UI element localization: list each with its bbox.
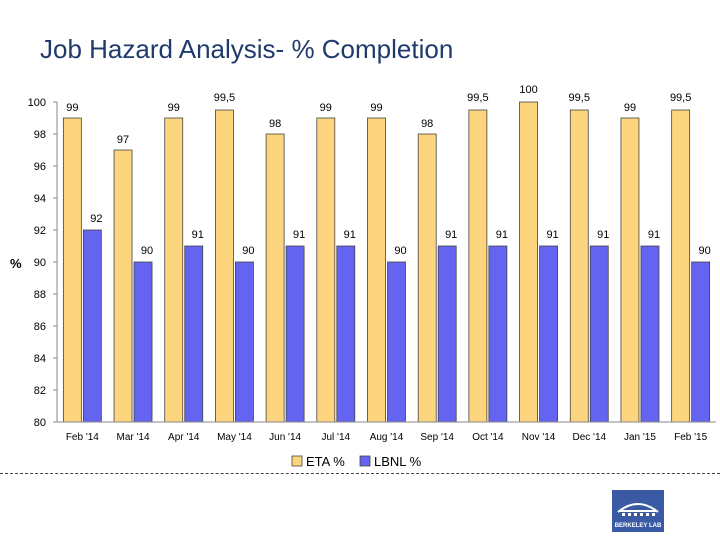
x-tick-label: May '14 — [217, 432, 252, 443]
y-tick-label: 88 — [34, 289, 46, 301]
bar-eta — [62, 117, 82, 423]
logo-text: BERKELEY LAB — [614, 523, 662, 529]
data-label-eta: 99,5 — [670, 92, 691, 104]
data-label-eta: 99 — [370, 102, 382, 114]
x-tick-label: Jun '14 — [269, 432, 301, 443]
data-label-lbnl: 90 — [394, 245, 406, 257]
bar-eta — [417, 133, 437, 423]
y-tick-label: 82 — [34, 385, 46, 397]
data-label-lbnl: 92 — [90, 213, 102, 225]
data-label-lbnl: 91 — [496, 229, 508, 241]
x-tick-label: Oct '14 — [472, 432, 504, 443]
y-tick-label: 100 — [28, 97, 46, 109]
legend-swatch-lbnl — [359, 455, 371, 467]
bar-eta — [265, 133, 285, 423]
data-label-lbnl: 91 — [648, 229, 660, 241]
y-tick-label: 98 — [34, 129, 46, 141]
data-label-eta: 100 — [519, 84, 537, 96]
bar-chart: 99 92 97 90 99 91 99,5 90 98 91 99 91 99 90 98 91 99,5 91… — [10, 84, 716, 469]
legend-label-lbnl: LBNL % — [374, 454, 422, 469]
y-axis-label: % — [10, 256, 22, 271]
data-label-lbnl: 91 — [546, 229, 558, 241]
bar-lbnl — [184, 245, 204, 423]
y-tick-label: 94 — [34, 193, 46, 205]
bar-lbnl — [539, 245, 558, 423]
berkeley-lab-logo: BERKELEY LAB — [612, 490, 664, 532]
y-tick-label: 90 — [34, 257, 46, 269]
data-label-lbnl: 91 — [597, 229, 609, 241]
bar-lbnl — [437, 245, 457, 423]
x-tick-label: Mar '14 — [117, 432, 150, 443]
bar-eta — [468, 109, 488, 423]
data-label-lbnl: 91 — [192, 229, 204, 241]
legend-swatch-eta — [291, 455, 303, 467]
x-tick-label: Sep '14 — [420, 432, 454, 443]
y-tick-label: 84 — [34, 353, 46, 365]
x-tick-label: Feb '15 — [674, 432, 707, 443]
data-label-eta: 99 — [320, 102, 332, 114]
bar-lbnl — [336, 245, 356, 423]
bar-lbnl — [640, 245, 660, 423]
data-label-lbnl: 91 — [293, 229, 305, 241]
building-icon — [617, 503, 659, 516]
bar-eta — [367, 117, 386, 423]
bar-eta — [519, 101, 538, 423]
x-tick-label: Dec '14 — [572, 432, 606, 443]
data-label-lbnl: 91 — [344, 229, 356, 241]
y-tick-label: 96 — [34, 161, 46, 173]
bar-eta — [620, 117, 640, 423]
chart-title: Job Hazard Analysis- % Completion — [40, 34, 454, 64]
bar-eta — [164, 117, 184, 423]
data-label-eta: 99 — [66, 102, 78, 114]
data-label-eta: 99,5 — [569, 92, 590, 104]
footer-divider — [0, 473, 720, 474]
bar-eta — [671, 109, 691, 423]
x-tick-label: Aug '14 — [370, 432, 404, 443]
y-tick-label: 92 — [34, 225, 46, 237]
bar-eta — [215, 109, 234, 423]
bar-lbnl — [589, 245, 609, 423]
x-tick-label: Apr '14 — [168, 432, 200, 443]
data-label-lbnl: 91 — [445, 229, 457, 241]
bar-lbnl — [82, 229, 102, 423]
bar-eta — [113, 149, 133, 423]
bar-lbnl — [488, 245, 508, 423]
y-tick-label: 86 — [34, 321, 46, 333]
x-tick-label: Nov '14 — [522, 432, 556, 443]
data-label-lbnl: 90 — [141, 245, 153, 257]
bar-eta — [316, 117, 336, 423]
data-label-eta: 97 — [117, 134, 129, 146]
bar-lbnl — [285, 245, 305, 423]
bar-lbnl — [387, 261, 406, 423]
data-label-eta: 99 — [624, 102, 636, 114]
bar-eta — [569, 109, 589, 423]
x-tick-label: Jul '14 — [322, 432, 351, 443]
bar-lbnl — [235, 261, 254, 423]
data-label-eta: 99,5 — [467, 92, 488, 104]
legend-label-eta: ETA % — [306, 454, 345, 469]
data-label-lbnl: 90 — [242, 245, 254, 257]
data-label-eta: 98 — [269, 118, 281, 130]
y-tick-label: 80 — [34, 417, 46, 429]
x-tick-label: Feb '14 — [66, 432, 99, 443]
bar-lbnl — [133, 261, 153, 423]
data-label-eta: 98 — [421, 118, 433, 130]
x-tick-label: Jan '15 — [624, 432, 656, 443]
data-label-eta: 99 — [168, 102, 180, 114]
bar-lbnl — [691, 261, 711, 423]
data-label-lbnl: 90 — [699, 245, 711, 257]
data-label-eta: 99,5 — [214, 92, 235, 104]
